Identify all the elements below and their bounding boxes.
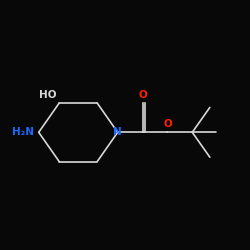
Text: O: O (163, 119, 172, 129)
Text: N: N (113, 127, 122, 137)
Text: O: O (138, 90, 147, 100)
Text: H₂N: H₂N (12, 127, 34, 137)
Text: HO: HO (39, 90, 56, 100)
